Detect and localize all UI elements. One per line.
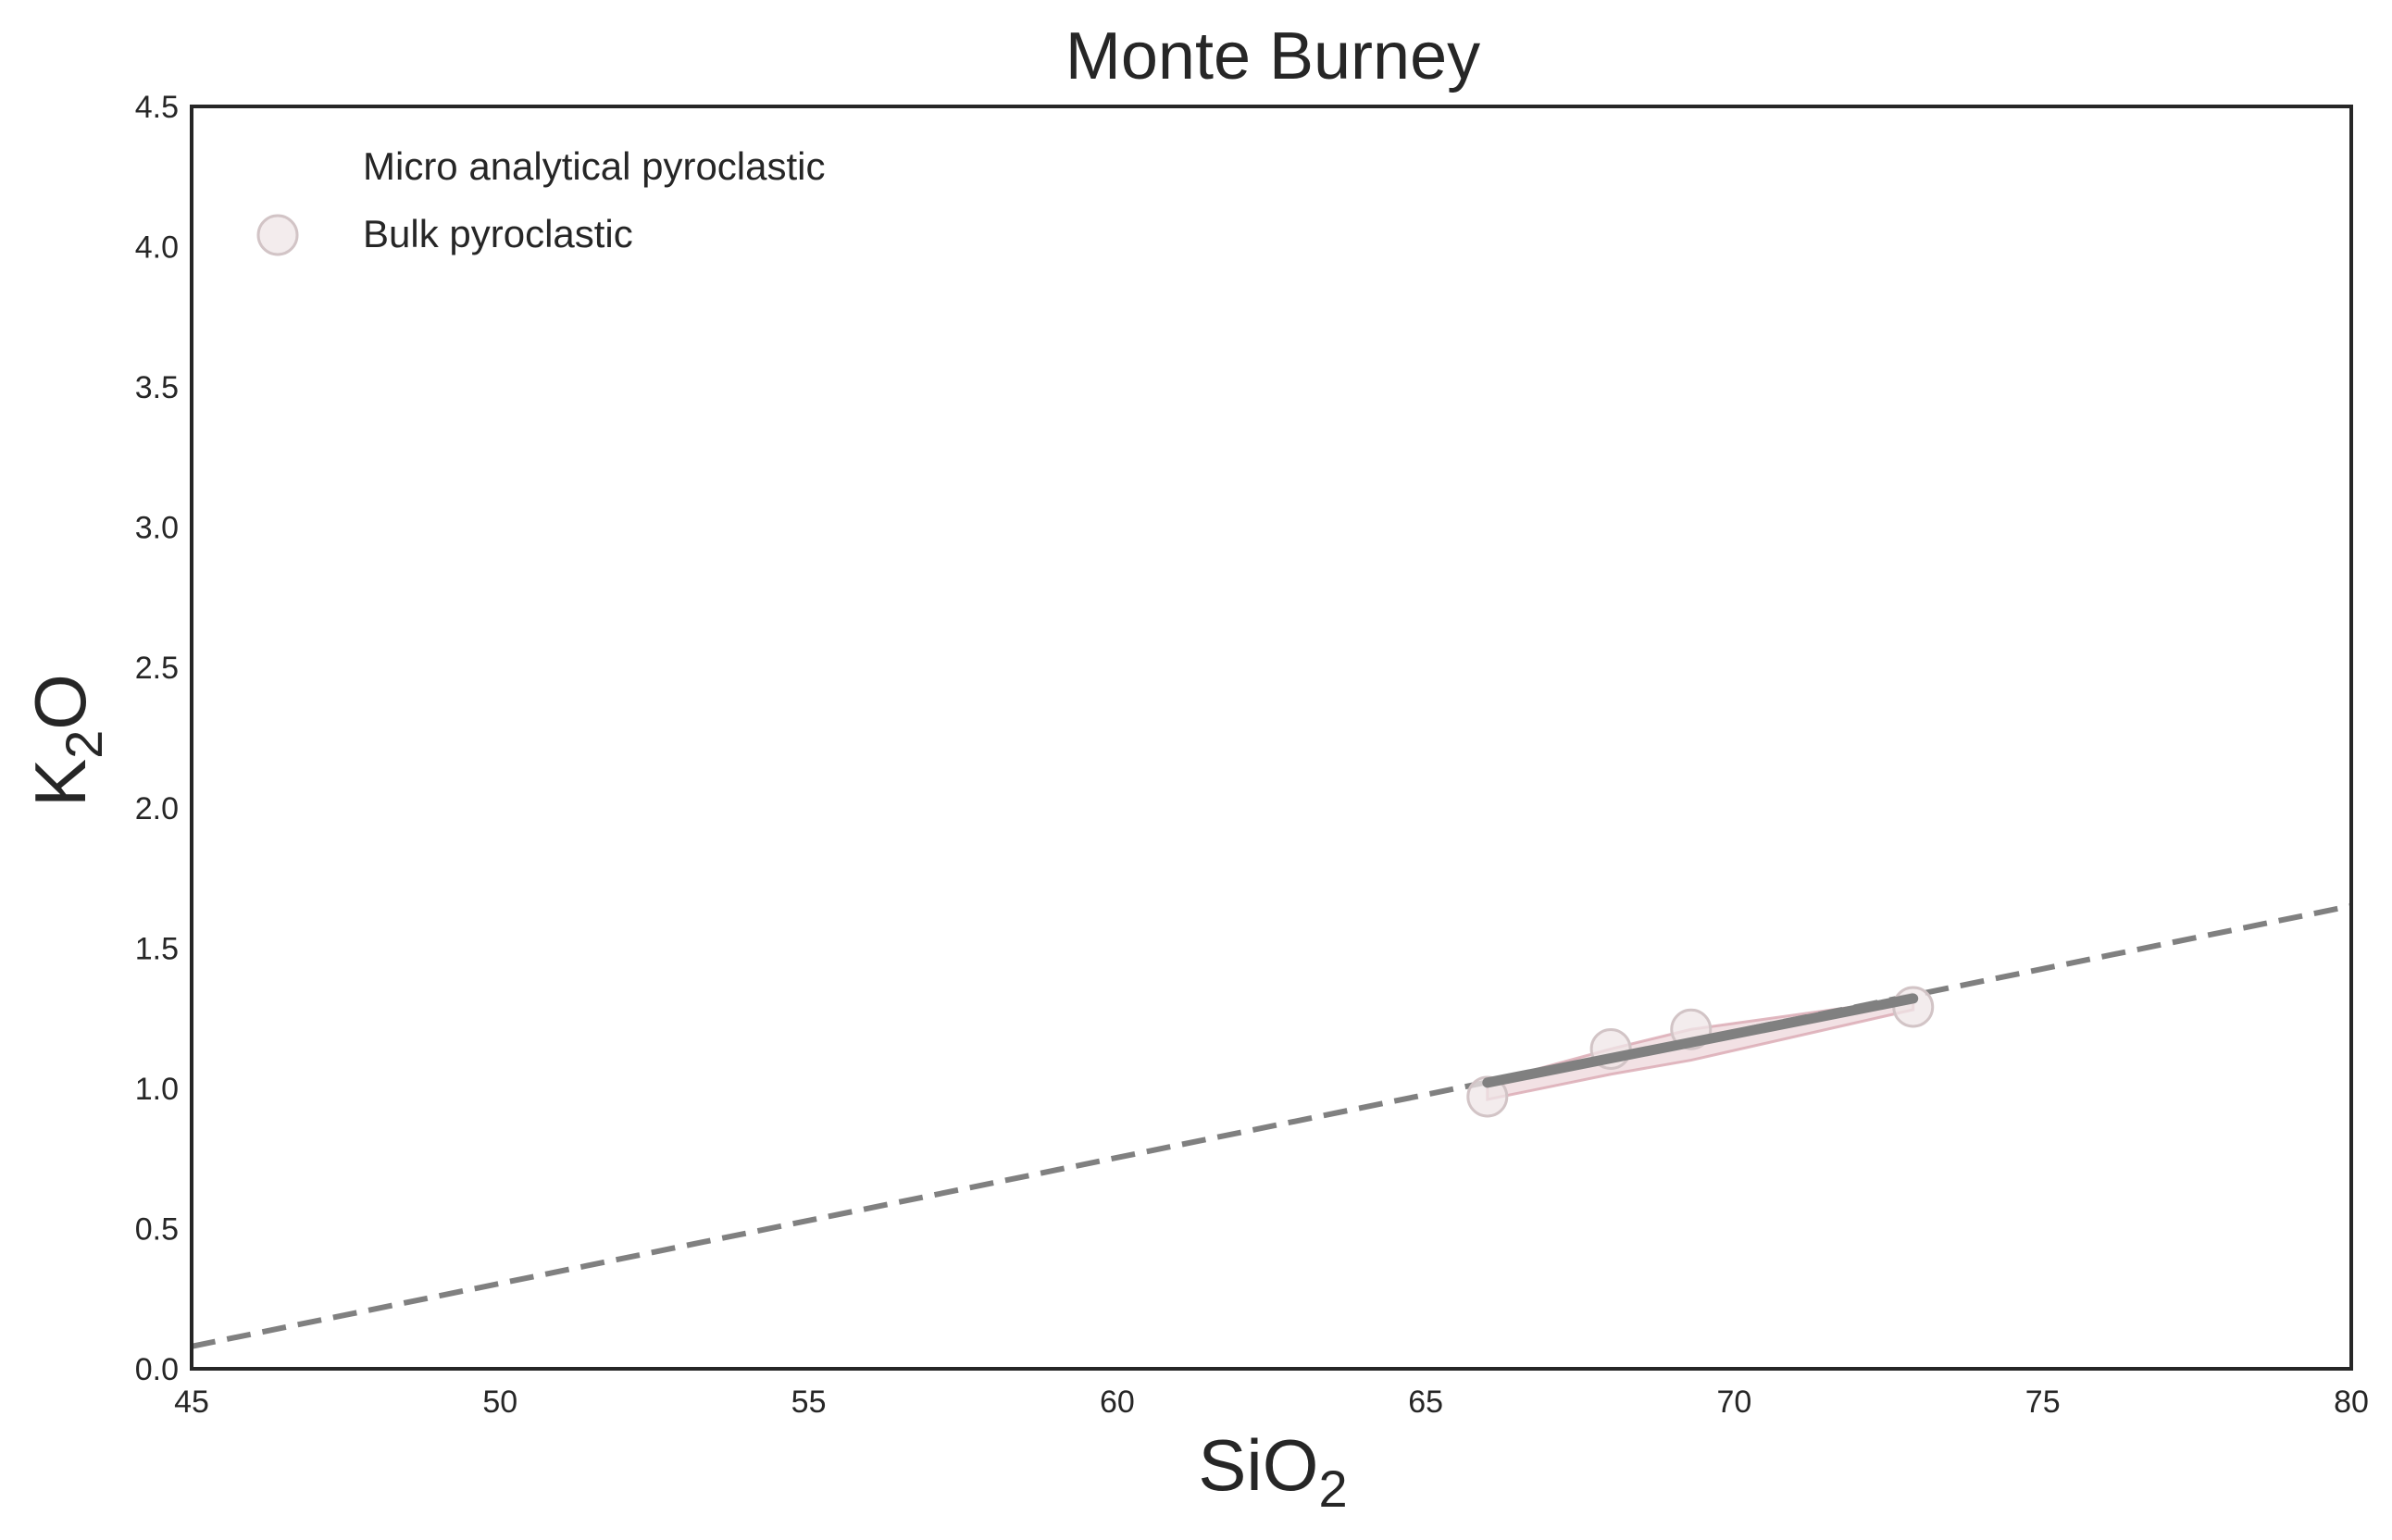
y-tick-label: 4.5 xyxy=(135,90,179,125)
plot-inner xyxy=(192,902,2351,1349)
x-tick-label: 50 xyxy=(482,1385,517,1420)
y-tick-label: 1.5 xyxy=(135,931,179,966)
plot-frame xyxy=(190,105,2353,1371)
y-axis-label-subscript: 2 xyxy=(55,730,113,759)
x-axis-label-subscript: 2 xyxy=(1318,1459,1347,1518)
legend: Micro analytical pyroclastic Bulk pyrocl… xyxy=(256,144,826,256)
chart-title: Monte Burney xyxy=(1065,19,1480,93)
y-axis-label: K2O xyxy=(19,674,113,807)
y-axis-label-tail: O xyxy=(19,674,101,730)
trend-line-0 xyxy=(1482,993,1919,1088)
x-tick-label: 80 xyxy=(2334,1385,2369,1420)
y-tick-label: 3.5 xyxy=(135,370,179,405)
plot-area xyxy=(192,902,2351,1349)
y-tick-label: 2.0 xyxy=(135,791,179,826)
y-tick-label: 2.5 xyxy=(135,651,179,686)
x-tick-label: 60 xyxy=(1100,1385,1135,1420)
x-tick-label: 75 xyxy=(2025,1385,2061,1420)
y-tick-label: 1.0 xyxy=(135,1072,179,1107)
y-tick-label: 3.0 xyxy=(135,511,179,546)
x-tick-label: 55 xyxy=(791,1385,827,1420)
legend-marker-bulk xyxy=(256,214,299,256)
y-axis-label-main: K xyxy=(19,759,101,807)
legend-label-bulk: Bulk pyroclastic xyxy=(363,212,633,255)
legend-label-micro: Micro analytical pyroclastic xyxy=(363,144,826,188)
data-point-1-3 xyxy=(1892,986,1935,1028)
axis-ticks: 45 50 55 60 65 70 75 80 0.0 0.5 1.0 1.5 2.0 2.5 3.0 3.5… xyxy=(135,90,2369,1420)
y-tick-label: 0.5 xyxy=(135,1211,179,1247)
x-tick-label: 70 xyxy=(1717,1385,1752,1420)
x-tick-label: 65 xyxy=(1408,1385,1443,1420)
data-point-1-0 xyxy=(1466,1075,1509,1118)
y-tick-label: 4.0 xyxy=(135,230,179,266)
x-axis-label-main: SiO xyxy=(1198,1424,1318,1506)
x-axis-label: SiO2 xyxy=(1198,1424,1347,1518)
x-tick-label: 45 xyxy=(174,1385,209,1420)
reference-line-dashed-0 xyxy=(192,902,2351,1349)
y-tick-label: 0.0 xyxy=(135,1352,179,1387)
